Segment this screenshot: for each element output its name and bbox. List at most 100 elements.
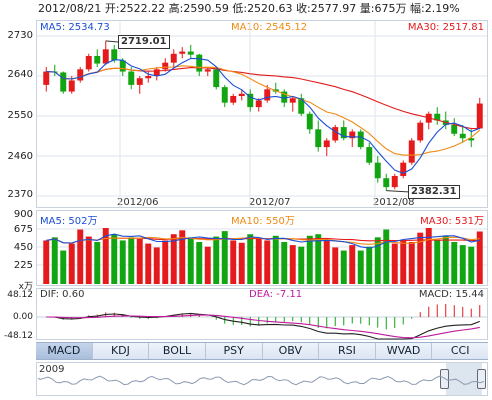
- volume-bar: [434, 240, 441, 284]
- volume-bar: [468, 246, 475, 284]
- candle-body: [102, 49, 109, 64]
- candle-body: [68, 80, 75, 92]
- volume-bar: [153, 247, 160, 284]
- tab-kdj[interactable]: KDJ: [93, 343, 150, 359]
- price-ytick: 2460: [7, 151, 33, 162]
- candle-body: [204, 69, 211, 72]
- ma10-legend: MA10: 2545.12: [231, 22, 308, 33]
- volume-bar: [145, 243, 152, 284]
- volume-bar: [162, 240, 169, 284]
- tab-cci[interactable]: CCI: [450, 344, 470, 357]
- tab-psy[interactable]: PSY: [206, 343, 263, 359]
- volume-bar: [51, 237, 58, 284]
- volume-bar: [366, 246, 373, 284]
- candle-body: [94, 56, 101, 64]
- ma10-line: [46, 65, 481, 156]
- volume-bar: [289, 245, 296, 284]
- navigator-left-handle[interactable]: [440, 369, 449, 389]
- change-label: 幅:: [410, 2, 425, 15]
- candle-body: [349, 131, 356, 139]
- macd-ytick: 48.12: [7, 290, 33, 300]
- volume-bar: [230, 240, 237, 284]
- volume-bar: [425, 228, 432, 284]
- candle-body: [153, 69, 160, 76]
- candle-body: [323, 140, 330, 148]
- volume-bar: [272, 235, 279, 284]
- tab-macd[interactable]: MACD: [36, 343, 93, 359]
- candle-body: [136, 78, 143, 85]
- tab-rsi[interactable]: RSI: [319, 343, 376, 359]
- candle-body: [255, 100, 262, 108]
- price-ytick: 2640: [7, 69, 33, 80]
- close-value: 2577.97: [310, 2, 357, 15]
- price-ytick: 2550: [7, 110, 33, 121]
- candle-body: [374, 162, 381, 179]
- candle-body: [230, 96, 237, 103]
- low-value: 2520.63: [247, 2, 293, 15]
- candle-body: [213, 69, 220, 88]
- candle-body: [264, 89, 271, 101]
- candle-body: [476, 103, 483, 129]
- macd-ytick: -48.12: [3, 331, 33, 341]
- volume-bar: [264, 240, 271, 284]
- volume-unit: x万: [18, 282, 33, 292]
- volume-bar: [400, 240, 407, 284]
- navigator-right-handle[interactable]: [477, 369, 486, 389]
- candle-body: [408, 140, 415, 163]
- volume-bar: [136, 238, 143, 284]
- volume-bar: [332, 247, 339, 284]
- vol-ma5-line: [46, 233, 480, 249]
- volume-bar: [247, 234, 254, 284]
- tab-wvad[interactable]: WVAD: [376, 343, 433, 359]
- volume-bar: [255, 238, 262, 284]
- volume-ytick: 675: [13, 224, 33, 235]
- candle-body: [145, 76, 152, 79]
- candle-body: [281, 91, 288, 103]
- candle-body: [434, 113, 441, 121]
- low-callout-pointer: [386, 190, 411, 193]
- open-label: 开:: [104, 2, 120, 15]
- range-navigator[interactable]: 2009: [36, 362, 488, 396]
- candle-body: [340, 127, 347, 139]
- macd-ytick: 0.00: [12, 312, 33, 322]
- dea-line: [46, 314, 480, 339]
- candle-body: [119, 60, 126, 72]
- ma5-legend: MA5: 2534.73: [40, 22, 110, 33]
- macd-legend: MACD: 15.44: [418, 289, 484, 300]
- volume-label: 量:: [359, 2, 375, 15]
- candle-body: [85, 56, 92, 70]
- candle-body: [306, 113, 313, 130]
- price-ytick: 2730: [7, 30, 33, 41]
- volume-bar: [221, 231, 228, 284]
- volume-bar: [111, 234, 118, 284]
- volume-bar: [60, 250, 67, 284]
- candle-body: [221, 87, 228, 103]
- candle-body: [459, 133, 466, 139]
- ma5-line: [46, 57, 481, 174]
- quote-header: 2012/08/21 开:2522.22 高:2590.59 低:2520.63…: [0, 0, 492, 18]
- volume-bar: [391, 243, 398, 284]
- navigator-selection[interactable]: [446, 363, 482, 395]
- candle-body: [315, 129, 322, 148]
- tab-obv[interactable]: OBV: [263, 343, 320, 359]
- tab-boll[interactable]: BOLL: [149, 343, 206, 359]
- volume-bar: [213, 236, 220, 284]
- volume-bar: [170, 234, 177, 284]
- candle-body: [247, 93, 254, 108]
- candle-body: [179, 51, 186, 54]
- volume-value: 675万: [374, 2, 407, 15]
- volume-ytick: 450: [13, 242, 33, 253]
- volume-bar: [128, 237, 135, 284]
- volume-bar: [451, 242, 458, 284]
- candle-body: [417, 122, 424, 141]
- volume-bar: [179, 230, 186, 284]
- volume-bar: [119, 240, 126, 284]
- dif-legend: DIF: 0.60: [40, 289, 85, 300]
- high-value: 2590.59: [183, 2, 229, 15]
- ma30-legend: MA30: 2517.81: [407, 22, 484, 33]
- volume-bar: [187, 237, 194, 284]
- volume-ytick: 900: [13, 209, 33, 220]
- candle-body: [332, 127, 339, 141]
- quote-date: 2012/08/21: [38, 2, 102, 15]
- candle-body: [77, 69, 84, 81]
